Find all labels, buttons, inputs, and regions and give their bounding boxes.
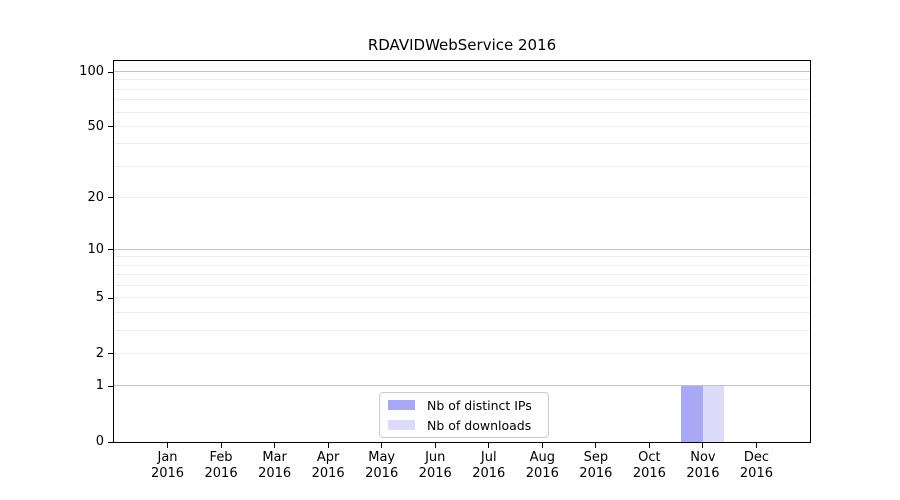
legend: Nb of distinct IPs Nb of downloads <box>379 392 549 438</box>
plot-area: 0 1 2 5 10 20 50 100 Jan 2016 Feb 2016 Mar 2016 Apr 20… <box>79 60 811 481</box>
y-tick-mark-5 <box>108 297 114 299</box>
x-tick-label-6: Jul 2016 <box>472 450 506 481</box>
y-gridline-50 <box>114 125 810 127</box>
x-tick-mark-11 <box>755 442 757 448</box>
y-tick-mark-0 <box>108 441 114 443</box>
x-tick-mark-3 <box>327 442 329 448</box>
y-tick-mark-1 <box>108 385 114 387</box>
y-gridline-1 <box>114 385 810 387</box>
x-tick-mark-5 <box>434 442 436 448</box>
x-tick-mark-1 <box>220 442 222 448</box>
y-tick-mark-100 <box>108 71 114 73</box>
y-gridline-80 <box>114 88 810 90</box>
x-tick-mark-9 <box>648 442 650 448</box>
x-tick-label-7: Aug 2016 <box>525 450 559 481</box>
y-gridline-100 <box>114 71 810 73</box>
y-gridline-70 <box>114 99 810 101</box>
y-gridline-2 <box>114 352 810 354</box>
y-gridline-10 <box>114 248 810 250</box>
chart-title: RDAVIDWebService 2016 <box>367 36 557 54</box>
y-tick-mark-20 <box>108 197 114 199</box>
y-tick-mark-2 <box>108 353 114 355</box>
y-gridline-7 <box>114 274 810 276</box>
legend-label-downloads: Nb of downloads <box>427 417 532 433</box>
y-gridline-20 <box>114 196 810 198</box>
legend-label-distinct-ips: Nb of distinct IPs <box>427 397 532 413</box>
x-tick-mark-7 <box>541 442 543 448</box>
y-tick-label-1: 1 <box>95 378 104 394</box>
y-gridline-40 <box>114 143 810 145</box>
x-tick-label-3: Apr 2016 <box>311 450 345 481</box>
y-tick-mark-10 <box>108 249 114 251</box>
y-gridline-60 <box>114 111 810 113</box>
y-tick-mark-50 <box>108 126 114 128</box>
legend-item-distinct-ips: Nb of distinct IPs <box>388 397 548 413</box>
y-gridline-4 <box>114 312 810 314</box>
x-tick-mark-6 <box>488 442 490 448</box>
legend-swatch-distinct-ips <box>388 400 415 410</box>
y-tick-label-20: 20 <box>87 189 104 205</box>
y-tick-label-2: 2 <box>95 345 104 361</box>
y-gridline-8 <box>114 264 810 266</box>
x-tick-label-11: Dec 2016 <box>739 450 773 481</box>
legend-item-downloads: Nb of downloads <box>388 417 548 433</box>
y-gridline-5 <box>114 297 810 299</box>
x-tick-mark-2 <box>274 442 276 448</box>
x-tick-mark-10 <box>702 442 704 448</box>
y-gridline-3 <box>114 329 810 331</box>
y-gridline-6 <box>114 285 810 287</box>
x-tick-mark-8 <box>595 442 597 448</box>
x-tick-label-0: Jan 2016 <box>150 450 185 481</box>
x-tick-label-1: Feb 2016 <box>204 450 238 481</box>
y-tick-label-5: 5 <box>95 290 104 306</box>
x-tick-label-9: Oct 2016 <box>632 450 666 481</box>
y-tick-label-10: 10 <box>87 241 104 257</box>
y-tick-label-100: 100 <box>79 64 104 80</box>
x-tick-mark-0 <box>167 442 169 448</box>
y-gridline-30 <box>114 165 810 167</box>
x-tick-mark-4 <box>381 442 383 448</box>
bar-nov-2016-series-0 <box>681 386 703 442</box>
y-tick-label-0: 0 <box>95 434 104 449</box>
x-tick-label-4: May 2016 <box>365 450 399 481</box>
y-gridline-9 <box>114 256 810 258</box>
legend-swatch-downloads <box>388 420 415 430</box>
x-tick-label-2: Mar 2016 <box>258 450 292 481</box>
x-tick-label-10: Nov 2016 <box>686 450 720 481</box>
x-tick-label-8: Sep 2016 <box>579 450 613 481</box>
bar-nov-2016-series-1 <box>702 386 725 442</box>
y-gridline-90 <box>114 79 810 81</box>
y-tick-label-50: 50 <box>87 118 104 134</box>
x-tick-label-5: Jun 2016 <box>418 450 452 481</box>
